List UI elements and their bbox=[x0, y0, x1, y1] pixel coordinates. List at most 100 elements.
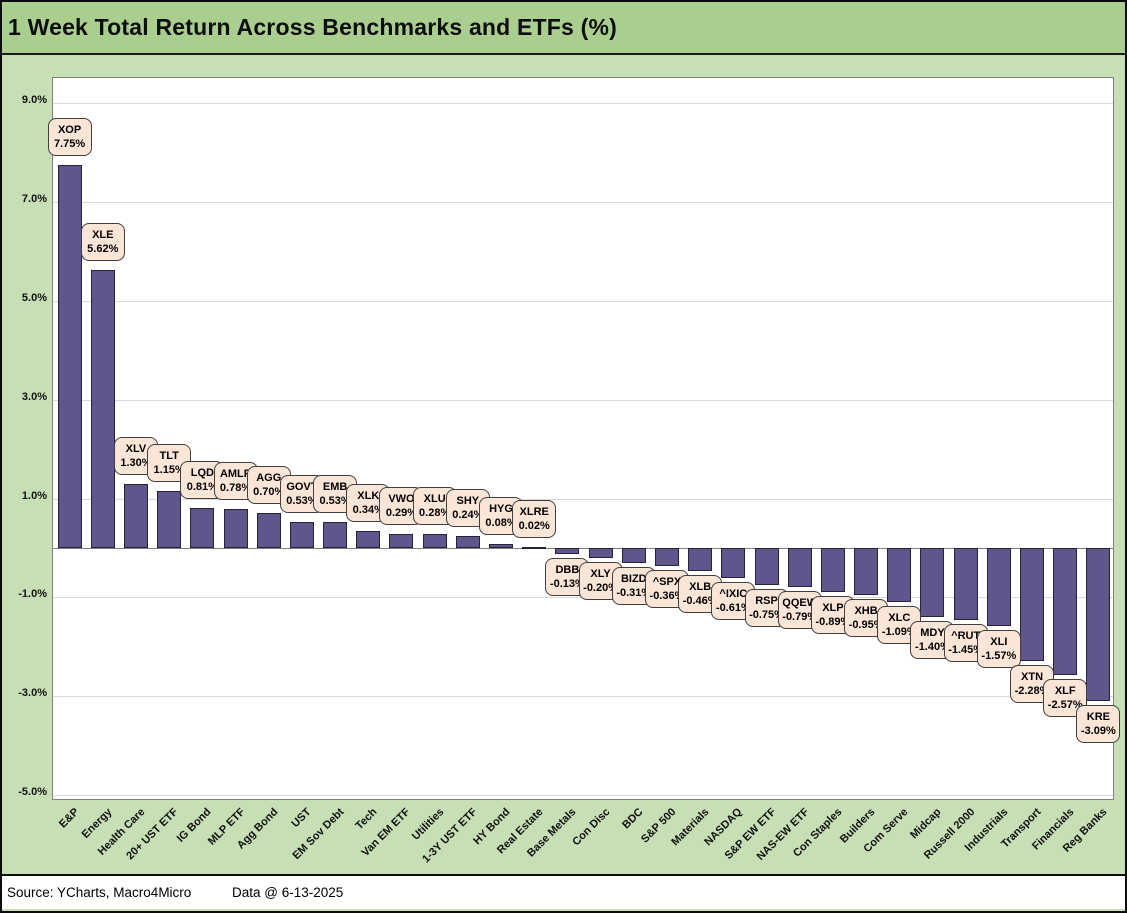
callout-value: 1.15% bbox=[153, 464, 185, 477]
callout-ticker: XOP bbox=[57, 124, 82, 137]
callout-value: 0.53% bbox=[319, 494, 351, 507]
zero-axis-line bbox=[53, 548, 1113, 549]
chart-title: 1 Week Total Return Across Benchmarks an… bbox=[2, 2, 1125, 55]
callout-value: 0.08% bbox=[485, 517, 517, 530]
callout-value: -0.13% bbox=[549, 578, 585, 591]
callout-ticker: KRE bbox=[1086, 710, 1111, 723]
callout-value: 0.70% bbox=[253, 486, 285, 499]
callout-value: 5.62% bbox=[87, 243, 119, 256]
callout-ticker: RSP bbox=[755, 595, 778, 608]
callout-ticker: AMLP bbox=[219, 468, 252, 481]
source-text: Source: YCharts, Macro4Micro bbox=[7, 885, 192, 900]
bar bbox=[90, 270, 115, 548]
callout-ticker: BIZD bbox=[620, 573, 647, 586]
callout-value: -0.20% bbox=[583, 581, 619, 594]
callout-value: 0.53% bbox=[286, 494, 318, 507]
y-axis-label: 7.0% bbox=[21, 193, 47, 206]
gridline bbox=[53, 498, 1113, 500]
callout-ticker: SHY bbox=[456, 495, 480, 508]
callout-ticker: XLK bbox=[357, 490, 380, 503]
bar bbox=[854, 548, 879, 595]
bar bbox=[787, 548, 812, 588]
callout-ticker: ^SPX bbox=[652, 575, 682, 588]
chart-area: XOP 7.75% XLE 5.62% XLV 1.30% TLT 1.15% LQD 0.81%… bbox=[2, 55, 1125, 874]
gridline bbox=[53, 399, 1113, 401]
bar bbox=[323, 521, 348, 548]
callout-ticker: XTN bbox=[1021, 670, 1044, 683]
callout-ticker: EMB bbox=[322, 480, 348, 493]
bar bbox=[721, 548, 746, 579]
gridline bbox=[53, 795, 1113, 796]
callout-ticker: XLF bbox=[1054, 684, 1076, 697]
callout-value: -0.31% bbox=[616, 587, 652, 600]
bar bbox=[190, 507, 215, 548]
callout-ticker: DBB bbox=[555, 564, 580, 577]
bar bbox=[356, 531, 381, 548]
callout-value: -0.46% bbox=[682, 594, 718, 607]
callout-ticker: XLP bbox=[822, 601, 844, 614]
bar-callout: SHY 0.24% bbox=[445, 489, 490, 528]
y-axis-label: 9.0% bbox=[21, 94, 47, 107]
bar bbox=[57, 165, 82, 548]
callout-value: -0.95% bbox=[848, 618, 884, 631]
gridline bbox=[53, 696, 1113, 698]
bar bbox=[688, 548, 713, 571]
gridline bbox=[53, 202, 1113, 204]
bar bbox=[555, 548, 580, 555]
callout-value: -0.79% bbox=[782, 611, 818, 624]
callout-value: -1.57% bbox=[981, 649, 1017, 662]
callout-ticker: XHB bbox=[854, 604, 878, 617]
callout-value: 0.24% bbox=[452, 509, 484, 522]
callout-value: -1.40% bbox=[915, 641, 950, 654]
gridline bbox=[53, 301, 1113, 302]
bar bbox=[157, 491, 182, 548]
callout-ticker: XLU bbox=[423, 493, 446, 506]
bar-callout: XLF -2.57% bbox=[1043, 678, 1088, 717]
bar bbox=[223, 509, 248, 548]
callout-value: 0.28% bbox=[419, 507, 451, 520]
callout-ticker: XLE bbox=[92, 229, 114, 242]
bar bbox=[654, 548, 679, 566]
callout-ticker: QQEW bbox=[782, 597, 818, 610]
callout-ticker: ^IXIC bbox=[719, 588, 748, 601]
callout-value: 0.29% bbox=[385, 506, 418, 519]
bar-callout: XLI -1.57% bbox=[976, 629, 1021, 668]
callout-value: 1.30% bbox=[120, 456, 152, 469]
bar-callout: AGG 0.70% bbox=[246, 466, 291, 505]
callout-value: -0.61% bbox=[715, 602, 751, 615]
callout-ticker: XLB bbox=[689, 580, 712, 593]
callout-ticker: TLT bbox=[159, 450, 179, 463]
callout-value: -0.36% bbox=[649, 589, 685, 602]
y-axis-label: -1.0% bbox=[18, 588, 47, 601]
bar bbox=[986, 548, 1011, 626]
bar bbox=[389, 533, 414, 548]
callout-ticker: AGG bbox=[256, 472, 282, 485]
bar-callout: KRE -3.09% bbox=[1076, 704, 1121, 743]
callout-ticker: XLY bbox=[590, 567, 611, 580]
callout-value: 0.78% bbox=[219, 482, 252, 495]
y-axis-label: -5.0% bbox=[18, 786, 47, 798]
y-axis-label: 5.0% bbox=[21, 292, 47, 304]
callout-ticker: XLRE bbox=[519, 506, 549, 518]
bar bbox=[887, 548, 912, 602]
bar bbox=[588, 548, 613, 558]
y-axis-label: 1.0% bbox=[21, 489, 47, 502]
callout-value: -3.09% bbox=[1080, 724, 1116, 737]
callout-ticker: XLC bbox=[888, 611, 911, 624]
bar bbox=[455, 536, 480, 548]
bar-callout: XLE 5.62% bbox=[80, 223, 125, 262]
data-date-text: Data @ 6-13-2025 bbox=[232, 885, 344, 900]
callout-value: -0.89% bbox=[815, 615, 851, 628]
callout-value: -1.45% bbox=[948, 643, 984, 656]
callout-value: 7.75% bbox=[53, 138, 86, 151]
bar bbox=[422, 534, 447, 548]
callout-ticker: VWO bbox=[388, 492, 415, 505]
callout-ticker: XLI bbox=[990, 635, 1008, 648]
bar bbox=[754, 548, 779, 586]
gridline bbox=[53, 103, 1113, 105]
bar bbox=[489, 544, 514, 548]
y-axis-label: 3.0% bbox=[21, 390, 47, 403]
bar bbox=[522, 547, 547, 549]
bar bbox=[953, 548, 978, 620]
